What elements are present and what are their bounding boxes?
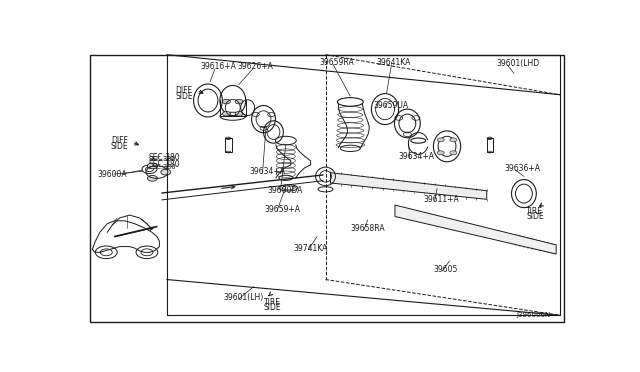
Text: 39626+A: 39626+A (237, 62, 274, 71)
Text: TIRE: TIRE (527, 207, 543, 216)
Circle shape (147, 163, 157, 169)
Polygon shape (330, 173, 486, 199)
Text: 39659RA: 39659RA (319, 58, 354, 67)
Circle shape (235, 112, 243, 116)
Text: SIDE: SIDE (176, 92, 193, 101)
Text: 39601(LHD: 39601(LHD (497, 59, 540, 68)
Bar (486, 138, 493, 152)
Bar (225, 138, 232, 152)
Text: 39636+A: 39636+A (504, 164, 540, 173)
Text: 39601(LH): 39601(LH) (224, 293, 264, 302)
Circle shape (235, 99, 243, 104)
Text: SEC.380: SEC.380 (148, 164, 176, 170)
Circle shape (223, 99, 230, 104)
Circle shape (450, 138, 457, 142)
Circle shape (223, 112, 230, 116)
Text: 39634+A: 39634+A (399, 153, 435, 161)
Text: SEC.380: SEC.380 (148, 153, 180, 162)
Polygon shape (395, 205, 556, 254)
Text: 39611+A: 39611+A (423, 195, 459, 204)
Text: J396006N: J396006N (516, 312, 551, 318)
Circle shape (161, 169, 171, 175)
Text: 39616+A: 39616+A (200, 62, 236, 71)
Text: 39659+A: 39659+A (264, 205, 301, 214)
Text: SEC.380: SEC.380 (148, 160, 180, 169)
Circle shape (437, 151, 444, 155)
Text: 39659UA: 39659UA (374, 101, 409, 110)
Text: 39741KA: 39741KA (293, 244, 328, 253)
Text: 39658RA: 39658RA (350, 224, 385, 233)
Circle shape (147, 176, 157, 181)
Text: DIFF: DIFF (176, 86, 193, 95)
Text: 39641KA: 39641KA (376, 58, 411, 67)
Text: 39605: 39605 (433, 265, 458, 274)
Text: SEC.380: SEC.380 (148, 156, 176, 162)
Text: SIDE: SIDE (264, 303, 281, 312)
Text: 39600DA: 39600DA (268, 186, 303, 195)
Circle shape (437, 138, 444, 142)
Text: SIDE: SIDE (527, 212, 544, 221)
Text: DIFF: DIFF (111, 136, 127, 145)
Circle shape (450, 151, 457, 155)
Text: 39634+A: 39634+A (250, 167, 285, 176)
Text: TIRE: TIRE (264, 298, 280, 307)
Text: SIDE: SIDE (111, 142, 129, 151)
Text: 39600A: 39600A (97, 170, 127, 179)
